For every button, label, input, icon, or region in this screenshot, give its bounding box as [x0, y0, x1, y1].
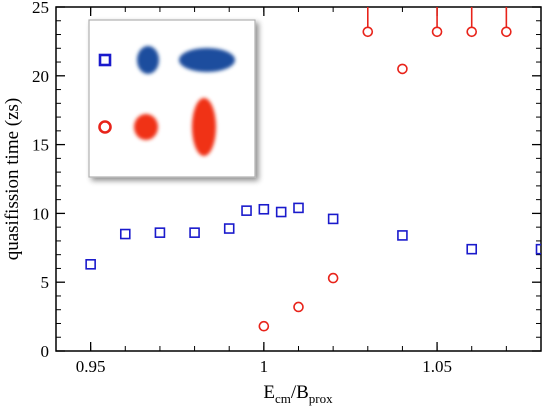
- x-axis-title-main: E: [263, 382, 275, 403]
- data-point-square: [154, 227, 166, 238]
- inset-marker-square: [98, 53, 112, 67]
- data-point-limit: [431, 26, 443, 38]
- data-point-square: [293, 202, 304, 214]
- inset-shape-sphere-small: [134, 114, 158, 140]
- data-point-circle: [397, 63, 408, 75]
- data-point-square: [327, 213, 339, 225]
- inset-box: [88, 19, 256, 178]
- data-point-limit: [501, 26, 512, 38]
- y-tick-label: 10: [32, 204, 49, 223]
- inset-shape-prolate-small: [137, 46, 159, 74]
- data-point-square: [275, 206, 287, 218]
- data-point-square: [466, 243, 478, 255]
- x-tick-label: 1: [260, 357, 269, 376]
- x-axis-title-sub2: prox: [309, 391, 333, 406]
- x-axis-title-sub1: cm: [275, 391, 291, 406]
- data-point-circle: [258, 320, 270, 332]
- x-tick-label: 0.95: [76, 357, 106, 376]
- y-tick-label: 20: [32, 67, 49, 86]
- data-point-square: [241, 205, 252, 216]
- y-tick-label: 5: [41, 273, 50, 292]
- data-point-square: [535, 243, 541, 255]
- data-point-square: [189, 227, 200, 238]
- data-point-square: [258, 203, 270, 215]
- inset-shape-prolate-vertical: [192, 98, 216, 156]
- inset-legend: [88, 19, 256, 178]
- data-point-square: [397, 230, 408, 241]
- data-point-circle: [327, 272, 339, 284]
- data-point-square: [119, 228, 131, 240]
- data-point-circle: [293, 301, 304, 313]
- x-axis-title: Ecm/Bprox: [263, 382, 333, 406]
- data-point-square: [223, 223, 235, 234]
- y-axis-title: quasifission time (zs): [2, 98, 23, 261]
- data-point-square: [85, 259, 96, 270]
- y-axis: 0 5 10 15 20 25: [32, 0, 541, 361]
- data-point-limit: [362, 26, 374, 38]
- x-tick-label: 1.05: [422, 357, 452, 376]
- data-point-limit: [466, 26, 478, 38]
- inset-marker-circle: [98, 120, 112, 134]
- y-tick-label: 0: [41, 342, 50, 361]
- data-marks: [85, 7, 541, 332]
- y-tick-label: 25: [32, 0, 49, 17]
- y-tick-label: 15: [32, 136, 49, 155]
- inset-shape-oblate-horizontal: [179, 48, 235, 72]
- x-axis-title-mid: /B: [291, 382, 309, 403]
